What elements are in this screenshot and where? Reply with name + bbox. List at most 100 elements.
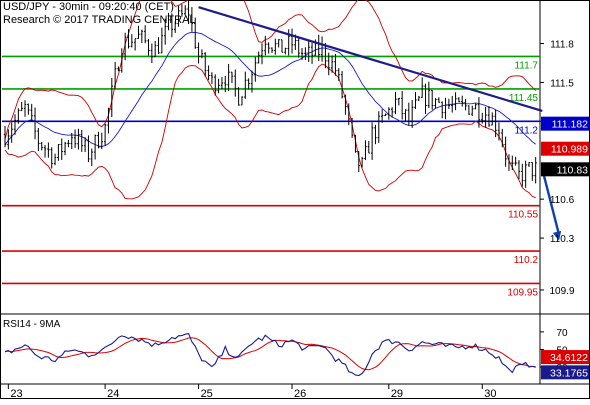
candle	[167, 12, 170, 31]
candle	[30, 103, 33, 122]
price-tick-label: 111.8	[550, 40, 574, 51]
candle	[230, 71, 234, 84]
price-box-label: 110.989	[551, 144, 588, 156]
candles-layer	[3, 0, 537, 188]
candle	[451, 95, 454, 113]
candle	[290, 28, 294, 54]
level-label-109-95: 109.95	[507, 287, 538, 298]
candle	[414, 92, 417, 109]
candle	[204, 52, 207, 77]
candle	[424, 83, 427, 115]
candle	[524, 160, 527, 188]
candle	[80, 129, 83, 152]
candle	[300, 47, 304, 60]
rsi-value-label: 33.1765	[550, 367, 588, 379]
candle	[47, 142, 50, 158]
candle	[227, 63, 230, 91]
candle	[110, 78, 113, 118]
candle	[280, 39, 284, 53]
candle	[531, 161, 534, 181]
time-tick-label: 23	[10, 388, 22, 400]
candle	[220, 77, 224, 90]
candle	[20, 102, 23, 111]
candle	[254, 56, 257, 82]
candle	[344, 94, 347, 115]
candle	[174, 21, 177, 33]
candle	[501, 128, 504, 148]
candle	[277, 39, 280, 48]
candle	[17, 108, 20, 124]
candle	[400, 91, 404, 120]
candle	[507, 154, 511, 171]
candle	[471, 105, 474, 116]
level-label-110-55: 110.55	[508, 210, 538, 221]
candle	[10, 122, 13, 143]
level-label-111-7: 111.7	[514, 60, 538, 71]
price-box	[541, 162, 589, 177]
candle	[210, 72, 214, 84]
candle	[267, 42, 270, 54]
candle	[307, 39, 310, 63]
candle	[394, 91, 397, 115]
candle	[447, 98, 451, 110]
rsi-line	[4, 332, 536, 377]
candle	[534, 157, 537, 184]
candle	[197, 42, 200, 64]
candle	[107, 107, 110, 134]
candle	[380, 109, 384, 123]
candle	[237, 87, 240, 106]
candle	[347, 103, 350, 126]
rsi-tick-label: 70	[556, 328, 568, 339]
time-axis: 23 24 25 26 29 30	[7, 384, 497, 400]
candle	[140, 29, 144, 43]
candle	[50, 147, 53, 169]
candle	[374, 124, 377, 145]
candle	[481, 112, 484, 124]
candle	[431, 89, 434, 110]
candle	[327, 52, 330, 76]
candle	[97, 131, 100, 149]
candle	[40, 142, 43, 151]
candle	[160, 27, 164, 54]
candle	[390, 107, 394, 118]
instrument-title: USD/JPY - 30min - 09:20:40 (CET)	[3, 1, 174, 13]
candle	[454, 92, 457, 111]
candle	[170, 13, 174, 38]
candle	[27, 103, 30, 115]
candle	[207, 65, 210, 81]
candle	[247, 78, 250, 90]
candle	[60, 138, 63, 160]
candle	[457, 97, 461, 103]
overlay-layer	[198, 6, 562, 241]
level-label-111-2: 111.2	[514, 125, 538, 136]
candle	[474, 103, 477, 110]
candle	[334, 53, 337, 76]
candle	[103, 123, 107, 146]
candle	[200, 49, 204, 59]
candle	[67, 140, 70, 148]
candle	[484, 106, 487, 128]
candle	[137, 25, 140, 40]
candle	[33, 107, 37, 140]
candle	[420, 77, 424, 98]
rsi-value-label: 34.6122	[550, 352, 588, 364]
time-tick-label: 25	[201, 388, 213, 400]
candle	[123, 32, 127, 61]
price-box-label: 111.182	[552, 119, 589, 131]
candle	[304, 47, 307, 60]
candle	[187, 0, 190, 25]
candle	[100, 132, 103, 149]
candle	[404, 109, 407, 122]
price-box-label: 110.83	[557, 164, 588, 176]
candle	[13, 114, 17, 135]
candle	[410, 100, 414, 128]
candle	[264, 35, 267, 56]
candle	[467, 105, 471, 115]
candle	[43, 144, 47, 158]
candle	[7, 129, 10, 150]
candle	[190, 7, 194, 32]
price-tick-label: 110.3	[550, 234, 575, 245]
candle	[497, 122, 501, 141]
